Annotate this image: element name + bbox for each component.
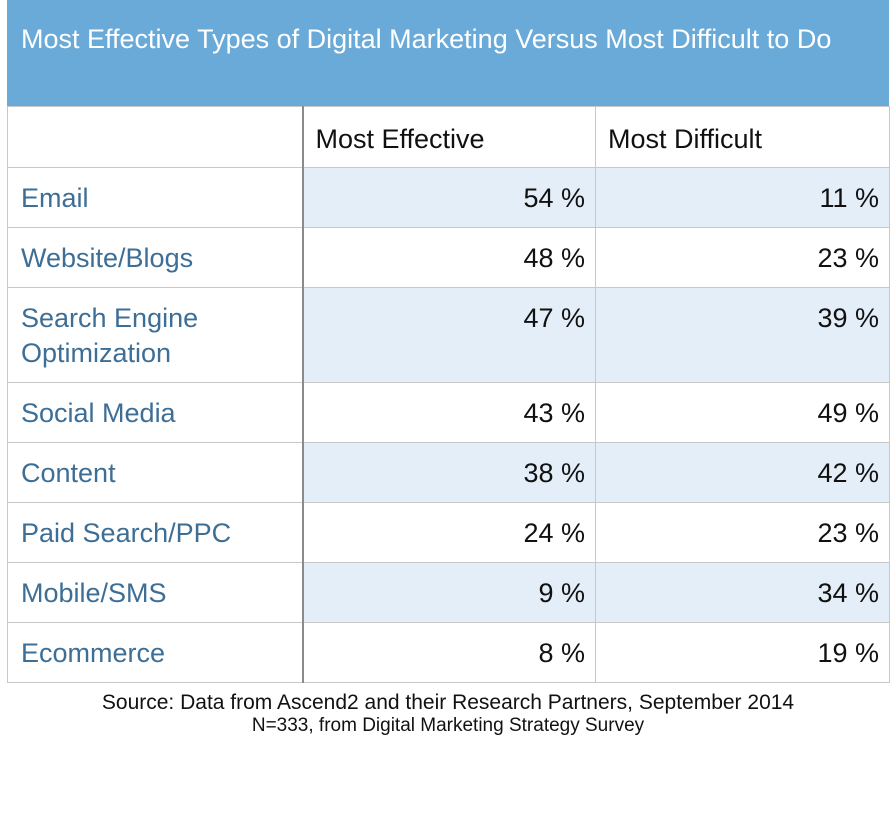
- cell-most-difficult: 34 %: [595, 562, 890, 623]
- cell-most-effective: 24 %: [302, 502, 596, 563]
- header-cell-category: [7, 106, 304, 168]
- cell-most-difficult: 42 %: [595, 442, 890, 503]
- cell-most-difficult: 49 %: [595, 382, 890, 443]
- table-row: Ecommerce 8 % 19 %: [7, 622, 890, 683]
- table-row: Email 54 % 11 %: [7, 167, 890, 228]
- header-cell-most-effective: Most Effective: [302, 106, 596, 168]
- row-category: Paid Search/PPC: [7, 502, 304, 563]
- source-line-1: Source: Data from Ascend2 and their Rese…: [101, 691, 795, 714]
- cell-most-effective: 47 %: [302, 287, 596, 383]
- table-title: Most Effective Types of Digital Marketin…: [7, 0, 889, 106]
- row-category: Mobile/SMS: [7, 562, 304, 623]
- table-frame: Most Effective Types of Digital Marketin…: [7, 0, 890, 683]
- cell-most-difficult: 39 %: [595, 287, 890, 383]
- table-row: Mobile/SMS 9 % 34 %: [7, 562, 890, 623]
- table-row: Social Media 43 % 49 %: [7, 382, 890, 443]
- cell-most-difficult: 19 %: [595, 622, 890, 683]
- row-category: Search Engine Optimization: [7, 287, 304, 383]
- table-row: Paid Search/PPC 24 % 23 %: [7, 502, 890, 563]
- row-category: Ecommerce: [7, 622, 304, 683]
- cell-most-effective: 54 %: [302, 167, 596, 228]
- header-cell-most-difficult: Most Difficult: [595, 106, 890, 168]
- data-table: Most Effective Most Difficult Email 54 % 1…: [7, 106, 890, 683]
- cell-most-effective: 38 %: [302, 442, 596, 503]
- row-category: Email: [7, 167, 304, 228]
- cell-most-difficult: 23 %: [595, 502, 890, 563]
- cell-most-effective: 8 %: [302, 622, 596, 683]
- source-note: Source: Data from Ascend2 and their Rese…: [0, 691, 896, 737]
- table-row: Website/Blogs 48 % 23 %: [7, 227, 890, 288]
- cell-most-difficult: 11 %: [595, 167, 890, 228]
- row-category: Social Media: [7, 382, 304, 443]
- cell-most-effective: 9 %: [302, 562, 596, 623]
- cell-most-difficult: 23 %: [595, 227, 890, 288]
- cell-most-effective: 43 %: [302, 382, 596, 443]
- table-row: Content 38 % 42 %: [7, 442, 890, 503]
- table-row: Search Engine Optimization 47 % 39 %: [7, 287, 890, 383]
- header-row: Most Effective Most Difficult: [7, 106, 890, 168]
- source-line-2: N=333, from Digital Marketing Strategy S…: [251, 715, 645, 736]
- row-category: Website/Blogs: [7, 227, 304, 288]
- cell-most-effective: 48 %: [302, 227, 596, 288]
- row-category: Content: [7, 442, 304, 503]
